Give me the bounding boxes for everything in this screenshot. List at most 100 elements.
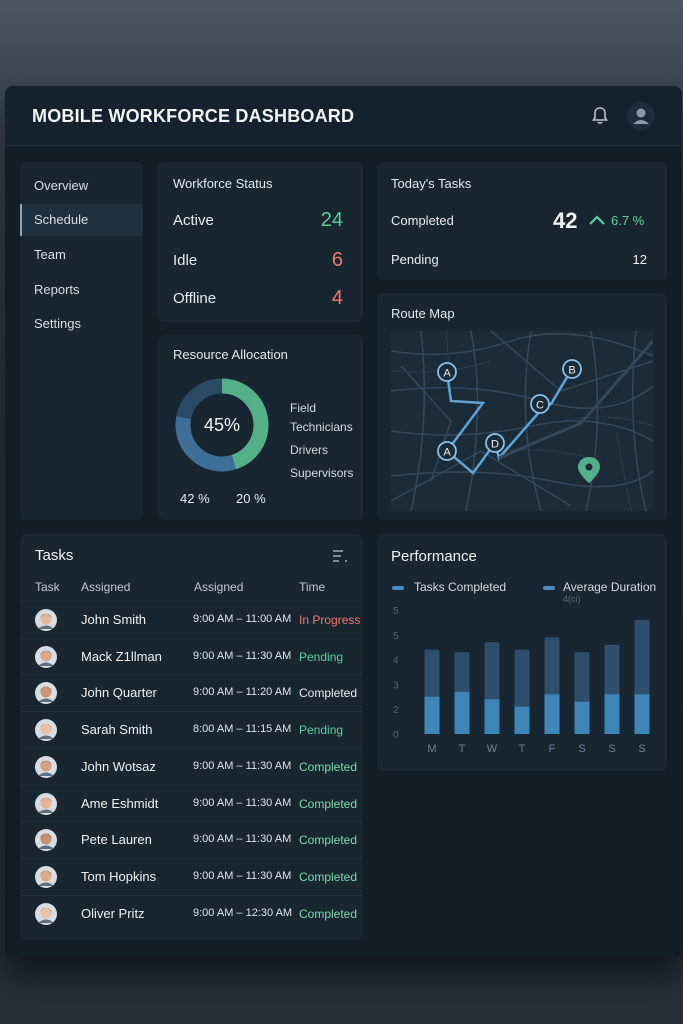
route-marker-d[interactable]: D xyxy=(485,433,505,453)
tasks-title: Tasks xyxy=(35,547,74,564)
donut-center-label: 45% xyxy=(203,415,241,435)
completed-change: 6.7 % xyxy=(611,213,645,228)
sidebar-item-schedule[interactable]: Schedule xyxy=(20,204,143,236)
task-status: Completed xyxy=(299,833,358,848)
avatar xyxy=(35,902,57,925)
assignee-name: John Quarter xyxy=(81,685,157,701)
route-markers: A B C D A xyxy=(437,359,600,483)
user-avatar-button[interactable] xyxy=(627,102,655,130)
bar-average-duration[interactable] xyxy=(604,694,620,734)
workforce-status-card: Workforce Status Active 24 Idle 6 Offlin… xyxy=(158,162,363,322)
route-marker-a[interactable]: A xyxy=(437,362,457,382)
sidebar-item-label: Overview xyxy=(34,178,89,193)
route-marker-a-end[interactable]: A xyxy=(437,441,457,461)
todays-tasks-card: Today's Tasks Completed 42 6.7 % Pending… xyxy=(377,162,667,280)
tasks-card: Tasks Task Assigned Assigned Time John S… xyxy=(20,534,362,940)
col-header-task: Task xyxy=(35,580,60,594)
svg-text:C: C xyxy=(536,400,544,412)
route-map-title: Route Map xyxy=(391,306,455,321)
avatar xyxy=(35,755,57,778)
legend-technicians: Technicians xyxy=(290,420,353,434)
task-status: Completed xyxy=(299,906,358,921)
avatar xyxy=(35,645,57,668)
col-header-assigned-time: Assigned xyxy=(194,580,244,594)
x-tick-label: T xyxy=(519,743,526,755)
task-status: Completed xyxy=(299,869,358,884)
filter-list-icon[interactable] xyxy=(332,549,348,563)
bar-average-duration[interactable] xyxy=(514,706,530,734)
user-icon xyxy=(633,108,649,124)
task-time: 9:00 AM – 11:30 AM xyxy=(193,649,292,662)
task-time: 9:00 AM – 11:30 AM xyxy=(193,759,292,772)
performance-title: Performance xyxy=(391,548,477,565)
y-tick-label: 2 xyxy=(393,705,399,716)
assignee-name: Oliver Pritz xyxy=(81,905,145,921)
offline-count: 4 xyxy=(331,287,343,309)
x-tick-label: W xyxy=(487,743,498,755)
pending-label: Pending xyxy=(391,252,439,267)
bar-average-duration[interactable] xyxy=(424,696,440,734)
resource-allocation-card: Resource Allocation 45% Field Technician… xyxy=(158,335,363,520)
avatar xyxy=(35,865,57,888)
svg-text:A: A xyxy=(443,368,451,380)
route-marker-c[interactable]: C xyxy=(530,394,550,414)
x-tick-label: F xyxy=(549,743,556,755)
task-time: 8:00 AM – 11:15 AM xyxy=(193,723,292,736)
performance-card: Performance Tasks Completed Average Dura… xyxy=(377,534,667,771)
task-status: Completed xyxy=(299,759,358,774)
pending-count: 12 xyxy=(632,252,647,267)
bar-average-duration[interactable] xyxy=(574,701,590,734)
task-time: 9:00 AM – 11:30 AM xyxy=(193,833,292,846)
table-row[interactable]: Pete Lauren 9:00 AM – 11:30 AM Completed xyxy=(20,821,362,857)
completed-count: 42 xyxy=(553,208,578,233)
bell-icon[interactable] xyxy=(589,105,611,127)
svg-text:A: A xyxy=(443,447,451,459)
table-row[interactable]: John Smith 9:00 AM – 11:00 AM In Progress xyxy=(20,601,362,637)
sidebar-item-team[interactable]: Team xyxy=(20,239,143,271)
donut-segment-3 xyxy=(175,378,269,472)
y-tick-label: 0 xyxy=(393,730,399,741)
table-row[interactable]: Tom Hopkins 9:00 AM – 11:30 AM Completed xyxy=(20,857,362,894)
workforce-status-title: Workforce Status xyxy=(173,176,273,191)
assignee-name: Ame Eshmidt xyxy=(81,795,159,811)
bar-average-duration[interactable] xyxy=(454,691,470,734)
sidebar-item-label: Reports xyxy=(34,282,80,297)
assignee-name: Mack Z1llman xyxy=(81,648,162,664)
legend-supervisors: Supervisors xyxy=(290,466,354,480)
col-header-assigned: Assigned xyxy=(81,580,131,594)
percent-right: 20 % xyxy=(236,491,266,506)
performance-bar-chart: 0 2 3 4 5 5 M T W T F S S S xyxy=(393,606,650,755)
completed-label: Completed xyxy=(391,213,454,228)
task-time: 9:00 AM – 11:30 AM xyxy=(193,796,292,809)
task-status: Completed xyxy=(299,796,358,811)
legend-swatch-tasks xyxy=(392,586,404,590)
sidebar-item-settings[interactable]: Settings xyxy=(20,308,143,340)
avatar xyxy=(35,682,57,705)
legend-tasks-completed: Tasks Completed xyxy=(414,580,507,594)
avatar xyxy=(35,792,57,815)
table-row[interactable]: Oliver Pritz 9:00 AM – 12:30 AM Completed xyxy=(20,894,362,931)
sidebar-item-label: Schedule xyxy=(34,212,89,227)
sidebar-item-reports[interactable]: Reports xyxy=(20,274,143,306)
y-tick-label: 3 xyxy=(393,680,399,691)
bar-average-duration[interactable] xyxy=(484,699,500,734)
route-marker-b[interactable]: B xyxy=(562,359,582,379)
table-row[interactable]: Mack Z1llman 9:00 AM – 11:30 AM Pending xyxy=(20,637,362,674)
route-map[interactable] xyxy=(391,331,653,511)
location-pin-icon[interactable] xyxy=(578,457,600,483)
y-tick-label: 5 xyxy=(393,606,399,617)
table-row[interactable]: Sarah Smith 8:00 AM – 11:15 AM Pending xyxy=(20,711,362,747)
idle-count: 6 xyxy=(331,249,343,271)
task-time: 9:00 AM – 12:30 AM xyxy=(193,906,293,919)
bar-average-duration[interactable] xyxy=(544,694,560,734)
offline-label: Offline xyxy=(173,290,217,307)
resource-allocation-title: Resource Allocation xyxy=(173,347,288,362)
sidebar-item-overview[interactable]: Overview xyxy=(20,170,143,202)
bar-average-duration[interactable] xyxy=(634,694,650,734)
table-row[interactable]: John Wotsaz 9:00 AM – 11:30 AM Completed xyxy=(20,747,362,784)
active-label: Active xyxy=(173,212,214,229)
idle-label: Idle xyxy=(173,252,198,269)
table-row[interactable]: Ame Eshmidt 9:00 AM – 11:30 AM Completed xyxy=(20,784,362,821)
table-row[interactable]: John Quarter 9:00 AM – 11:20 AM Completed xyxy=(20,674,362,710)
assignee-name: Tom Hopkins xyxy=(81,868,157,884)
